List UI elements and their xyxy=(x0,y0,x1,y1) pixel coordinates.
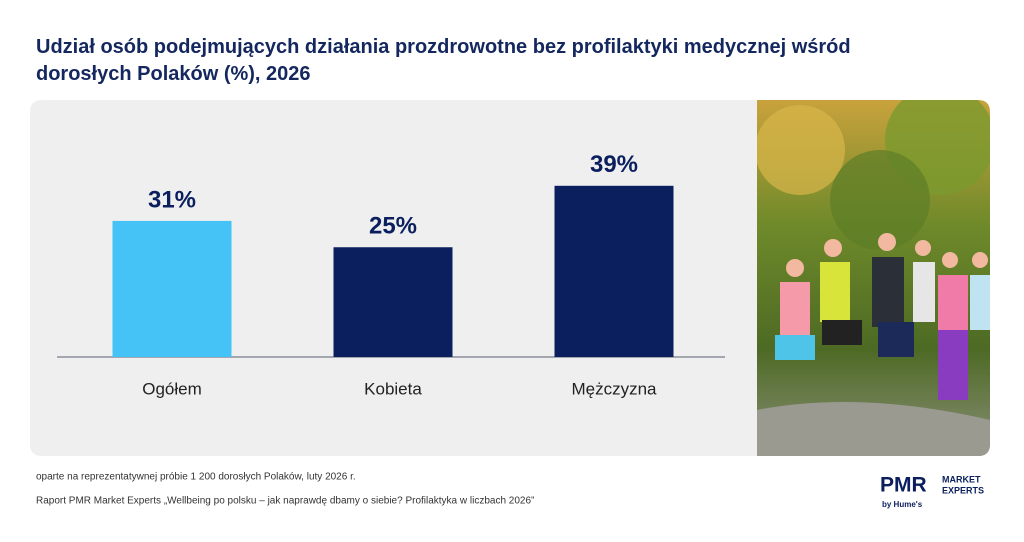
footnote: oparte na reprezentatywnej próbie 1 200 … xyxy=(36,472,356,483)
bar xyxy=(333,247,453,357)
bar xyxy=(112,220,232,357)
logo-name: PMR xyxy=(880,474,927,497)
logo-byline: by Hume's xyxy=(882,500,923,509)
logo-line: EXPERTS xyxy=(942,485,984,495)
x-tick-label: Mężczyzna xyxy=(571,379,657,398)
x-tick-label: Kobieta xyxy=(364,379,422,398)
title-line: dorosłych Polaków (%), 2026 xyxy=(36,63,311,85)
x-tick-label: Ogółem xyxy=(142,379,202,398)
photo xyxy=(757,100,990,456)
bar xyxy=(554,185,674,357)
value-label: 25% xyxy=(369,213,417,240)
value-label: 39% xyxy=(590,151,638,178)
value-label: 31% xyxy=(148,186,196,213)
logo-line: MARKET xyxy=(942,474,981,484)
title-line: Udział osób podejmujących działania proz… xyxy=(36,36,851,58)
source: Raport PMR Market Experts „Wellbeing po … xyxy=(36,496,534,507)
chart-title: Udział osób podejmujących działania proz… xyxy=(36,36,856,85)
